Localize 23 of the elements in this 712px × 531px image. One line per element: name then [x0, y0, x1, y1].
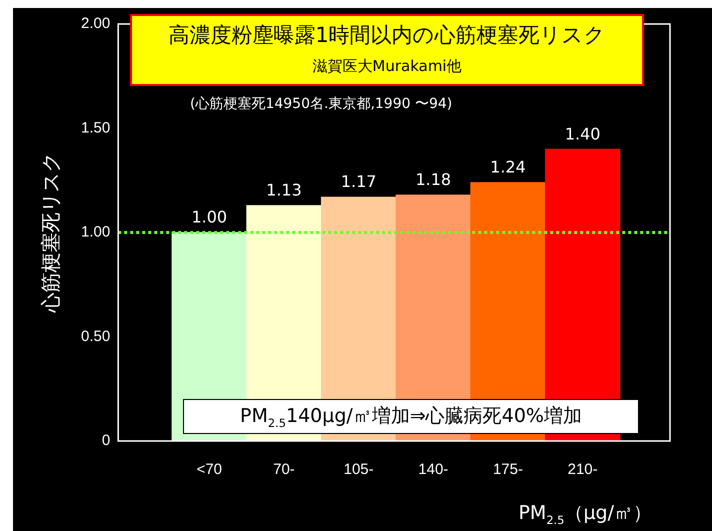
- chart-title: 高濃度粉塵曝露1時間以内の心筋梗塞死リスク: [167, 22, 607, 49]
- y-tick-label: 0: [102, 432, 110, 450]
- y-axis-title: 心筋梗塞死リスク: [40, 152, 63, 314]
- data-label: 1.00: [191, 208, 228, 227]
- x-tick-label: 70-: [273, 461, 295, 478]
- x-tick-label: 140-: [418, 461, 448, 478]
- x-tick-label: 175-: [492, 461, 523, 478]
- y-tick-label: 1.00: [80, 224, 110, 241]
- data-label: 1.24: [490, 158, 526, 177]
- title-box: 高濃度粉塵曝露1時間以内の心筋梗塞死リスク 滋賀医大Murakami他: [130, 14, 644, 86]
- x-tick-label: 105-: [344, 461, 374, 478]
- data-label: 1.13: [266, 180, 302, 200]
- y-tick-label: 0.50: [80, 328, 110, 345]
- y-tick-label: 2.00: [80, 15, 110, 32]
- y-tick-label: 1.50: [80, 119, 110, 136]
- x-tick-label: 210-: [568, 461, 598, 478]
- x-axis-title: PM$_{2.5}$（μg/㎥）: [518, 501, 652, 527]
- annotation: (心筋梗塞死14950名.東京都,1990 〜94): [190, 95, 452, 113]
- data-label: 1.40: [564, 124, 600, 144]
- data-label: 1.18: [415, 170, 452, 190]
- x-tick-label: <70: [196, 461, 222, 478]
- data-label: 1.17: [340, 172, 376, 192]
- note-box: PM$_{2.5}$140μg/㎥増加⇒心臓病死40%増加: [183, 399, 639, 434]
